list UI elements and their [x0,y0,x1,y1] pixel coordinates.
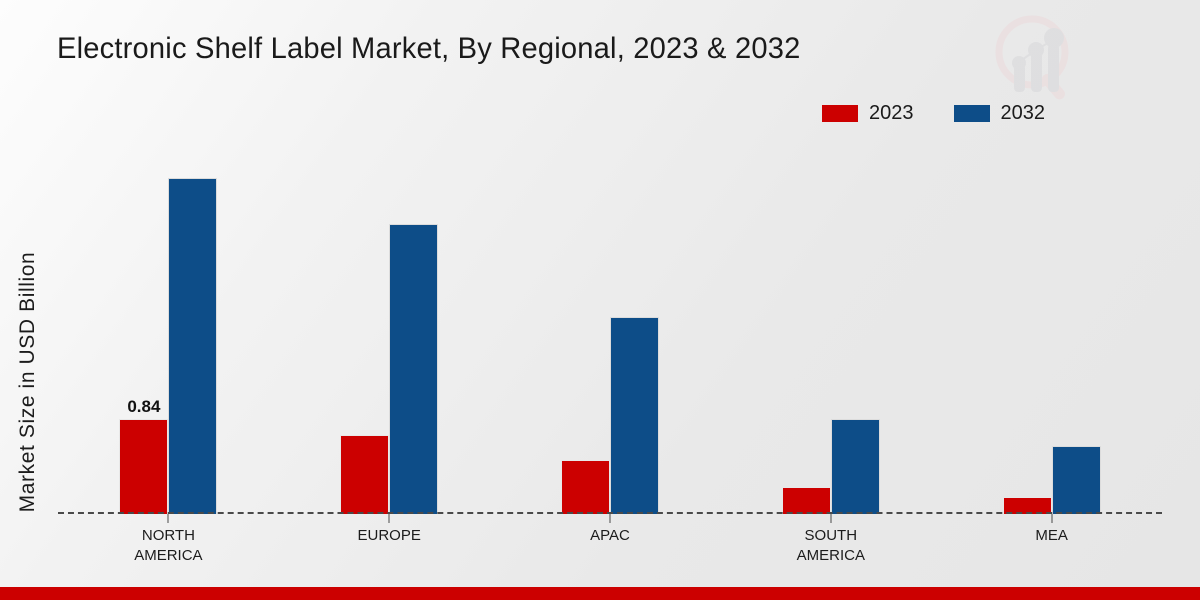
x-axis-category-label: NORTH AMERICA [134,527,203,565]
bar-pair [560,150,659,514]
x-axis-tick [609,514,611,523]
bar-2023[interactable] [781,487,831,514]
legend-swatch-2023 [822,104,858,122]
bar-group: SOUTH AMERICA [720,150,941,564]
bar-2032[interactable] [389,224,439,514]
legend-swatch-2032 [953,104,990,122]
bar-pair [1002,150,1101,514]
bar-pair [340,150,439,514]
y-axis-title: Market Size in USD Billion [16,251,39,513]
x-axis-category-label: MEA [1035,527,1068,544]
x-axis-baseline [58,512,1162,514]
bottom-accent-strip [0,587,1200,600]
bar-value-label: 0.84 [127,396,161,416]
bar-group: MEA [941,150,1162,544]
x-axis-category-label: APAC [590,527,630,544]
bar-2032[interactable] [830,418,880,514]
legend-item-2023[interactable]: 2023 [822,103,914,123]
bar-group: EUROPE [279,150,500,544]
x-axis-tick [167,514,169,523]
x-axis-tick [830,514,832,523]
bar-pair: 0.84 [119,150,218,514]
legend-label-2032: 2032 [1000,102,1046,124]
bar-pair [781,150,880,514]
bar-2023[interactable] [560,460,610,514]
bar-2032[interactable] [168,178,218,514]
chart-title: Electronic Shelf Label Market, By Region… [57,32,801,65]
legend-item-2032[interactable]: 2032 [953,102,1046,124]
legend-label-2023: 2023 [869,102,914,124]
bar-groups: 0.84 NORTH AMERICA EUROPE APAC SOUTH AMERICA… [58,150,1162,564]
x-axis-tick [1051,514,1053,523]
bar-2032[interactable] [1051,445,1101,514]
bar-2032[interactable] [609,317,659,514]
bar-2023[interactable] [340,434,390,514]
x-axis-category-label: SOUTH AMERICA [796,527,865,565]
bar-2023[interactable] [1002,497,1052,514]
chart-legend: 2023 2032 [822,103,1045,123]
bar-group: 0.84 NORTH AMERICA [58,150,279,564]
watermark-logo [986,8,1082,104]
plot-area: 0.84 NORTH AMERICA EUROPE APAC SOUTH AMERICA… [58,150,1162,564]
bar-2023[interactable]: 0.84 [119,397,169,514]
x-axis-category-label: EUROPE [357,527,421,544]
bar-group: APAC [500,150,721,544]
x-axis-tick [388,514,390,523]
